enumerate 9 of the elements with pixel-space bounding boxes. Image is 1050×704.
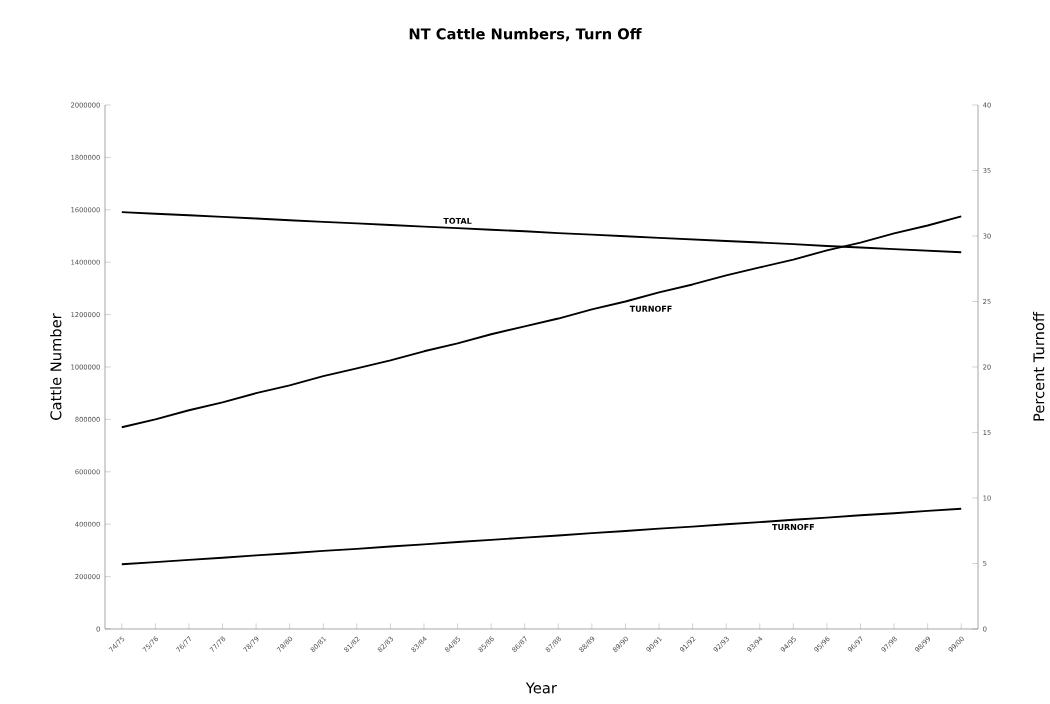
series-label: TOTAL [443, 217, 472, 224]
y2-axis-title: Percent Turnoff [1033, 311, 1045, 421]
series-label: TURNOFF [629, 305, 672, 312]
chart-title: NT Cattle Numbers, Turn Off [409, 28, 642, 42]
x-axis-title: Year [525, 682, 557, 694]
line-series [120, 507, 963, 566]
y-axis-title: Cattle Number [50, 313, 62, 420]
series-label: TURNOFF [772, 524, 814, 531]
line-series [120, 215, 963, 429]
